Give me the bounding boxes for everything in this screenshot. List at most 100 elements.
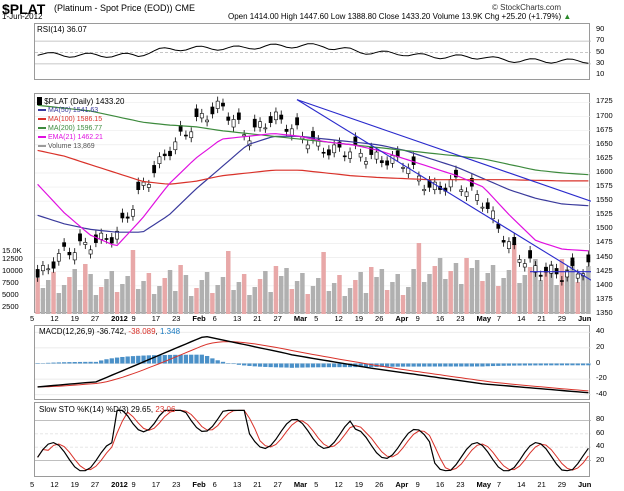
trendline	[296, 99, 591, 281]
macd-value: -36.742	[96, 327, 124, 336]
volume-bar	[284, 268, 289, 314]
volume-bar	[173, 291, 178, 314]
volume-bar	[501, 278, 506, 314]
macd-histogram-bar	[173, 354, 178, 364]
macd-histogram-bar	[490, 363, 496, 367]
macd-histogram-bar	[56, 362, 61, 364]
candle-body	[236, 112, 241, 120]
macd-histogram-bar	[130, 356, 136, 364]
sto-plot	[35, 409, 591, 472]
ma-line	[37, 149, 589, 185]
price-tick: 1550	[596, 195, 613, 205]
x-tick-label: 23	[456, 314, 465, 323]
candle-body	[226, 116, 231, 121]
x-tick-label: 23	[172, 480, 181, 489]
x-tick-label: 2012	[111, 314, 128, 323]
macd-tick: 40	[596, 326, 605, 336]
macd-histogram-bar	[543, 363, 549, 366]
macd-histogram-bar	[332, 363, 337, 368]
macd-label-text: MACD(12,26,9)	[39, 327, 95, 336]
volume-bar	[220, 277, 226, 314]
macd-histogram-bar	[61, 362, 67, 364]
candle-body	[337, 141, 342, 148]
macd-histogram-bar	[104, 359, 109, 364]
x-tick-label: 9	[131, 314, 136, 323]
x-tick-label: 2012	[111, 480, 128, 489]
macd-histogram-bar	[109, 358, 114, 364]
volume-bar	[278, 276, 284, 314]
legend-swatch	[38, 118, 46, 121]
legend-item: EMA(21) 1462.21	[38, 133, 103, 142]
x-tick-label: Feb	[192, 480, 206, 489]
sto-panel: Slow STO %K(14) %D(3) 29.65, 23.06	[34, 402, 591, 477]
candle-body	[586, 254, 591, 263]
volume-bar	[496, 286, 501, 314]
volume-bar	[252, 287, 257, 314]
volume-bar	[183, 275, 189, 314]
volume-bar	[120, 284, 125, 314]
candle-icon	[37, 97, 42, 105]
x-tick-label: 9	[415, 480, 420, 489]
candle-body	[99, 232, 104, 240]
x-tick-label: Mar	[293, 480, 308, 489]
volume-bar	[347, 288, 353, 314]
macd-histogram-bar	[448, 363, 453, 367]
price-tick: 1625	[596, 152, 613, 162]
candle-body	[570, 257, 575, 266]
candle-body	[348, 151, 352, 159]
volume-bar	[533, 259, 538, 314]
legend-label: EMA(21) 1462.21	[48, 134, 103, 141]
macd-histogram-bar	[279, 363, 284, 368]
price-tick: 1475	[596, 237, 613, 247]
volume-bar	[56, 293, 62, 314]
volume-bar	[384, 290, 390, 314]
x-tick-label: 13	[232, 480, 242, 489]
macd-label: MACD(12,26,9) -36.742, -38.089, 1.348	[39, 327, 181, 336]
price-plot	[35, 96, 591, 314]
macd-histogram-bar	[443, 363, 448, 367]
sto-d-value: 23.06	[155, 405, 176, 414]
candle-body	[173, 141, 178, 151]
x-tick-label: 12	[50, 314, 59, 323]
volume-bar	[490, 265, 496, 314]
macd-histogram-bar	[395, 363, 400, 367]
volume-bar	[167, 270, 173, 314]
volume-bar	[130, 250, 136, 314]
macd-histogram-bar	[554, 363, 559, 366]
candle-body	[88, 249, 93, 255]
macd-histogram-bar	[485, 363, 490, 367]
candle-body	[284, 128, 289, 132]
ticker-symbol: $PLAT	[2, 1, 46, 17]
candle-body	[152, 165, 157, 174]
macd-histogram-bar	[453, 363, 459, 367]
x-tick-label: 6	[212, 480, 217, 489]
candle-body	[35, 269, 40, 278]
macd-histogram-bar	[199, 354, 204, 364]
macd-histogram-bar	[215, 360, 220, 364]
macd-plot	[35, 331, 591, 396]
macd-histogram-bar	[51, 362, 56, 364]
macd-tick: 0	[596, 357, 601, 367]
macd-histogram-bar	[559, 363, 565, 366]
candle-body	[496, 223, 501, 229]
macd-histogram-bar	[565, 363, 570, 366]
macd-tick: -20	[596, 373, 607, 383]
macd-panel: MACD(12,26,9) -36.742, -38.089, 1.348	[34, 325, 591, 400]
rsi-line	[37, 43, 589, 64]
candle-body	[379, 160, 384, 164]
macd-histogram-bar	[575, 363, 580, 366]
legend-item: MA(100) 1586.15	[38, 115, 103, 124]
macd-histogram-bar	[501, 363, 506, 366]
x-tick-label: Jun	[578, 314, 592, 323]
volume-bar	[342, 296, 348, 314]
macd-histogram-bar	[120, 356, 125, 364]
candle-body	[316, 139, 321, 147]
volume-bar	[51, 272, 56, 314]
candle-body	[321, 151, 326, 154]
macd-histogram-bar	[363, 363, 369, 368]
volume-bar	[363, 293, 369, 314]
macd-histogram-bar	[326, 363, 332, 368]
macd-histogram-bar	[321, 363, 326, 368]
macd-hist-value: 1.348	[160, 327, 181, 336]
candle-body	[374, 151, 379, 160]
